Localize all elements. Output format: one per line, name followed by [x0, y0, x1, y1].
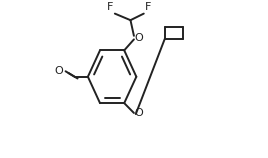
Text: O: O — [54, 66, 63, 76]
Text: O: O — [135, 108, 143, 118]
Text: F: F — [145, 2, 152, 12]
Text: O: O — [135, 33, 144, 43]
Text: F: F — [107, 2, 113, 12]
